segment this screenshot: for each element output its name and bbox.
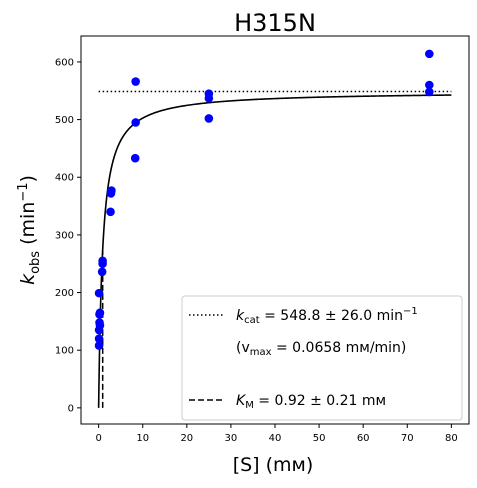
- data-point: [97, 267, 107, 277]
- y-tick-label: 300: [55, 230, 74, 241]
- chart-title: H315N: [234, 9, 316, 37]
- x-tick-label: 40: [269, 433, 282, 444]
- y-tick-label: 200: [55, 288, 74, 299]
- y-tick-label: 500: [55, 115, 74, 126]
- points-layer: [94, 49, 434, 350]
- x-tick-label: 30: [225, 433, 238, 444]
- legend-kcat-label: kcat = 548.8 ± 26.0 min−1: [236, 306, 418, 326]
- data-point: [425, 87, 434, 97]
- x-tick-label: 0: [95, 433, 101, 444]
- y-axis-label-unit: (min: [17, 202, 39, 245]
- y-tick-label: 0: [68, 403, 74, 414]
- y-tick-label: 600: [55, 57, 74, 68]
- legend-km-label: KM = 0.92 ± 0.21 mм: [236, 393, 386, 411]
- x-tick-label: 80: [445, 433, 458, 444]
- legend-kcat-main: k: [236, 308, 245, 324]
- data-point: [98, 256, 107, 266]
- legend-km-main: K: [236, 393, 247, 409]
- y-axis-label-sub: obs: [28, 251, 43, 274]
- legend-vmax-label: (vmax = 0.0658 mм/min): [236, 340, 406, 358]
- legend-vmax-sub: max: [250, 347, 272, 358]
- data-point: [425, 49, 434, 59]
- x-axis-label: [S] (mм): [233, 454, 314, 476]
- data-point: [425, 80, 434, 90]
- y-axis-label: kobs (min−1): [16, 175, 43, 285]
- legend-kcat-sup: −1: [403, 306, 418, 317]
- legend-km-sub: M: [245, 400, 254, 411]
- y-tick-label: 400: [55, 173, 74, 184]
- fit-curve: [97, 94, 452, 408]
- data-point: [94, 334, 104, 343]
- x-tick-label: 20: [180, 433, 193, 444]
- data-point: [95, 321, 105, 330]
- legend-kcat-rest: = 548.8 ± 26.0 min: [260, 308, 403, 324]
- fit-layer: [97, 90, 452, 408]
- data-point: [130, 153, 140, 163]
- data-point: [94, 341, 104, 350]
- data-point: [94, 288, 104, 298]
- x-ticks: 0 10 20 30 40 50 60 70 80: [95, 424, 458, 444]
- legend: kcat = 548.8 ± 26.0 min−1 (vmax = 0.0658…: [181, 295, 463, 421]
- x-tick-label: 60: [357, 433, 370, 444]
- y-tick-label: 100: [55, 346, 74, 357]
- legend-box: [181, 295, 463, 421]
- x-tick-label: 10: [136, 433, 149, 444]
- data-point: [107, 186, 116, 195]
- data-point: [131, 118, 140, 127]
- x-tick-label: 70: [401, 433, 414, 444]
- data-point: [131, 77, 140, 86]
- x-tick-label: 50: [313, 433, 326, 444]
- legend-vmax-open: (v: [236, 340, 250, 356]
- legend-km-rest: = 0.92 ± 0.21 mм: [254, 393, 386, 409]
- y-axis-label-unit-close: ): [17, 175, 39, 182]
- data-point: [106, 207, 115, 217]
- data-point: [204, 114, 214, 123]
- legend-kcat-sub: cat: [244, 315, 260, 326]
- y-axis-label-unit-sup: −1: [16, 183, 31, 202]
- data-point: [95, 308, 105, 318]
- legend-vmax-rest: = 0.0658 mм/min): [272, 340, 407, 356]
- data-point: [204, 89, 214, 98]
- y-ticks: 0 100 200 300 400 500 600: [55, 57, 81, 414]
- y-axis-label-main: k: [17, 273, 39, 285]
